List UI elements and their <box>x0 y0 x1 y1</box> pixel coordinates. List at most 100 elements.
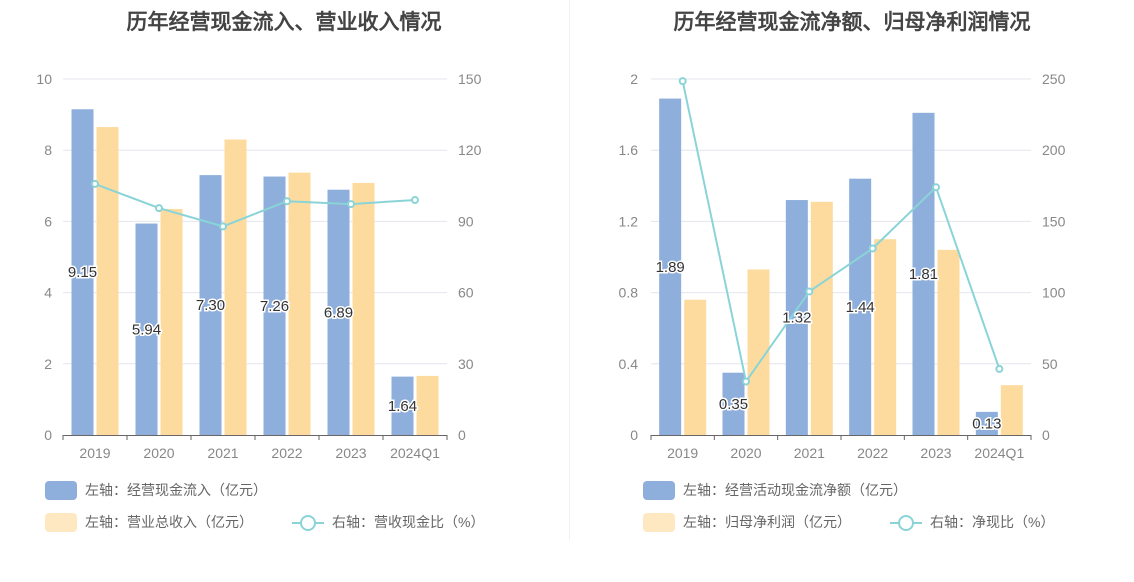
bar-series-1 <box>71 109 94 435</box>
y-right-tick-label: 100 <box>1042 285 1066 301</box>
bar-value-label: 9.15 <box>68 264 97 281</box>
bar-value-label: 1.81 <box>909 266 938 283</box>
chart-title: 历年经营现金流净额、归母净利润情况 <box>673 11 1031 34</box>
bar-series-2 <box>224 139 247 435</box>
y-right-tick-label: 250 <box>1042 71 1066 87</box>
bar-value-label: 6.89 <box>324 304 353 321</box>
bar-value-label: 1.64 <box>388 398 417 415</box>
x-tick-label: 2021 <box>207 445 238 461</box>
bar-series-1 <box>975 411 998 435</box>
bar-value-label: 7.30 <box>196 297 225 314</box>
bar-series-2 <box>937 249 960 435</box>
line-point <box>347 200 355 209</box>
bar-series-1 <box>722 372 745 435</box>
line-point <box>219 222 227 231</box>
legend-swatch-line <box>292 513 324 532</box>
legend-item-net-cash-ratio[interactable]: 右轴：净现比（%） <box>890 512 1054 532</box>
bar-value-label: 0.35 <box>719 396 748 413</box>
bar-value-label: 1.44 <box>846 299 875 316</box>
bar-value-label: 1.89 <box>656 259 685 276</box>
y-left-tick-label: 0.4 <box>619 356 639 372</box>
bar-series-1 <box>199 175 222 435</box>
bar-series-1 <box>785 200 808 435</box>
legend-label: 右轴：营收现金比（%） <box>332 514 485 530</box>
bar-value-label: 0.13 <box>972 415 1001 432</box>
bar-series-1 <box>135 223 158 435</box>
bar-value-label: 1.32 <box>782 310 811 327</box>
x-tick-label: 2019 <box>667 445 698 461</box>
y-left-tick-label: 2 <box>630 71 638 87</box>
legend-swatch-bar-blue <box>643 480 675 500</box>
y-right-tick-label: 30 <box>458 356 474 372</box>
line-point <box>805 287 814 296</box>
y-right-tick-label: 0 <box>1042 427 1050 443</box>
y-left-tick-label: 8 <box>44 142 52 158</box>
chart-plot-area: 0 2 4 6 8 10 0 30 60 90 120 150 2019 2020 2021 2022 2023… <box>36 71 482 461</box>
y-right-tick-label: 120 <box>458 142 482 158</box>
x-tick-label: 2020 <box>143 445 174 461</box>
y-right-tick-label: 0 <box>458 427 466 443</box>
x-tick-label: 2024Q1 <box>390 445 440 461</box>
legend-swatch-bar-blue <box>45 480 77 500</box>
y-left-tick-label: 0.8 <box>619 285 639 301</box>
x-tick-label: 2020 <box>730 445 761 461</box>
line-point <box>995 364 1004 373</box>
bar-series-2 <box>352 182 375 435</box>
x-tick-label: 2023 <box>920 445 951 461</box>
legend-label: 左轴：经营现金流入（亿元） <box>85 482 267 498</box>
bar-series-2 <box>96 127 119 435</box>
bar-series-2 <box>810 201 833 435</box>
y-right-tick-label: 90 <box>458 213 474 229</box>
chart-title: 历年经营现金流入、营业收入情况 <box>126 11 442 34</box>
legend-label: 右轴：净现比（%） <box>930 514 1055 530</box>
bar-series-1 <box>391 376 414 435</box>
legend-swatch-line <box>890 513 922 532</box>
x-tick-label: 2022 <box>271 445 302 461</box>
y-left-tick-label: 2 <box>44 356 52 372</box>
x-tick-label: 2024Q1 <box>974 445 1024 461</box>
bar-series-2 <box>160 208 183 435</box>
line-point <box>91 179 99 188</box>
line-point <box>283 197 291 206</box>
line-point <box>155 204 163 213</box>
line-series <box>94 182 416 228</box>
x-tick-label: 2022 <box>857 445 888 461</box>
y-right-tick-label: 50 <box>1042 356 1058 372</box>
line-point <box>868 244 877 253</box>
x-tick-label: 2021 <box>794 445 825 461</box>
y-right-tick-label: 60 <box>458 285 474 301</box>
y-right-tick-label: 150 <box>458 71 482 87</box>
y-left-tick-label: 0 <box>44 427 52 443</box>
legend-item-net-profit[interactable]: 左轴：归母净利润（亿元） <box>643 512 851 532</box>
bar-value-label: 5.94 <box>132 321 161 338</box>
bar-series-1 <box>659 98 682 435</box>
legend-swatch-bar-orange <box>45 512 77 532</box>
y-left-tick-label: 6 <box>44 213 52 229</box>
line-point <box>932 183 940 192</box>
line-point <box>411 196 419 205</box>
y-right-tick-label: 200 <box>1042 142 1066 158</box>
bar-series-2 <box>416 375 439 435</box>
y-left-tick-label: 1.6 <box>619 142 639 158</box>
chart-plot-area: 0 0.4 0.8 1.2 1.6 2 0 50 100 150 200 250 2019 2020 202… <box>619 71 1066 461</box>
bar-series-2 <box>288 172 311 436</box>
legend-swatch-bar-orange <box>643 512 675 532</box>
legend-item-revenue[interactable]: 左轴：营业总收入（亿元） <box>45 512 253 532</box>
line-point <box>678 77 687 86</box>
legend-item-cash-inflow[interactable]: 左轴：经营现金流入（亿元） <box>45 480 267 500</box>
bar-series-2 <box>684 299 707 435</box>
bar-series-2 <box>874 239 897 435</box>
line-point <box>742 377 750 386</box>
legend-item-net-operating-cash[interactable]: 左轴：经营活动现金流净额（亿元） <box>643 480 907 500</box>
legend-label: 左轴：营业总收入（亿元） <box>85 514 253 530</box>
bar-series-1 <box>327 189 350 435</box>
bar-series-2 <box>1000 385 1023 435</box>
bar-series-1 <box>263 176 286 435</box>
bar-value-label: 7.26 <box>260 298 289 315</box>
legend-item-cash-revenue-ratio[interactable]: 右轴：营收现金比（%） <box>292 512 484 532</box>
x-tick-label: 2019 <box>79 445 110 461</box>
panel-divider <box>569 0 570 540</box>
y-left-tick-label: 4 <box>44 285 52 301</box>
x-tick-label: 2023 <box>335 445 366 461</box>
y-left-tick-label: 10 <box>36 71 52 87</box>
